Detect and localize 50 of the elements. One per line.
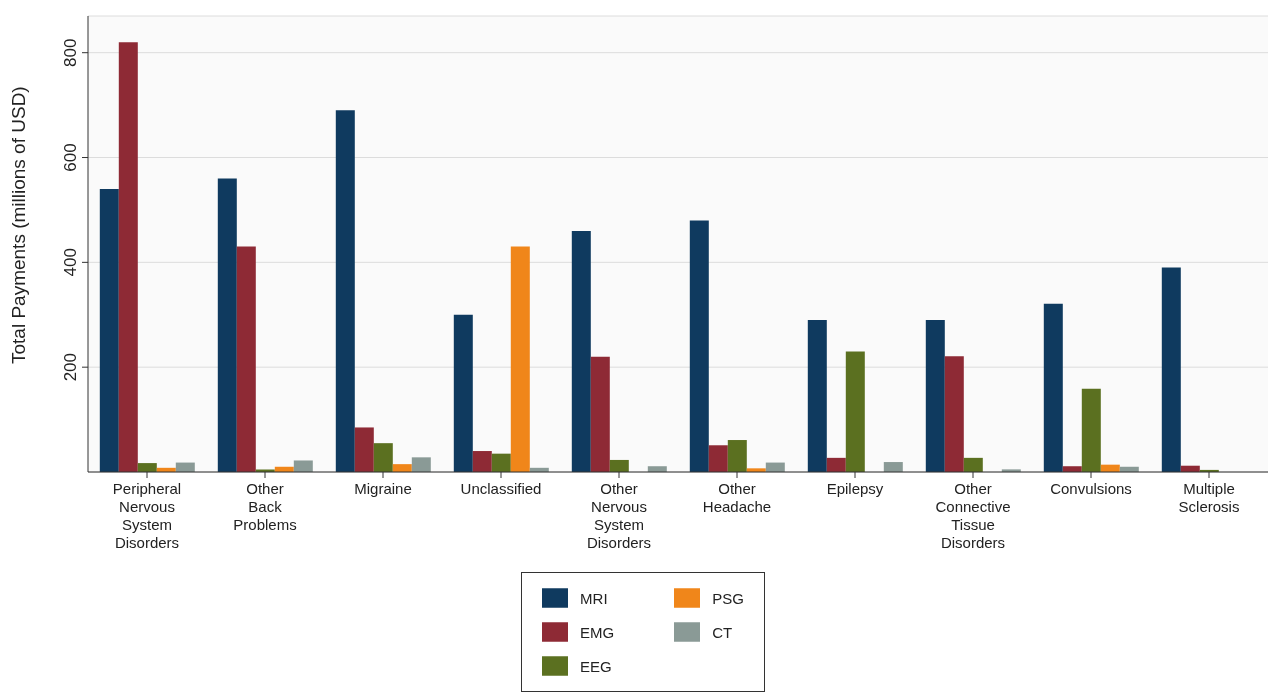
bar (411, 457, 431, 472)
y-tick-label: 600 (61, 143, 80, 172)
bar (510, 246, 530, 472)
y-tick-label: 800 (61, 38, 80, 67)
bar (453, 314, 473, 472)
bar (354, 427, 374, 472)
bar (99, 188, 119, 472)
bar (883, 462, 903, 472)
y-tick-label: 200 (61, 352, 80, 382)
bar (826, 457, 846, 472)
bar (944, 356, 964, 472)
bar (1081, 388, 1101, 472)
legend-label: CT (712, 623, 733, 641)
bar (472, 451, 492, 472)
x-tick-label: Epilepsy (826, 480, 884, 497)
x-tick-label: Unclassified (460, 480, 542, 497)
legend-label: EMG (580, 623, 615, 641)
bar (925, 320, 945, 472)
x-tick-label: Peripheral Nervous System Disorders (112, 480, 182, 551)
bar (293, 460, 313, 472)
bar (689, 220, 709, 472)
bar (571, 230, 591, 472)
bar (1161, 267, 1181, 472)
bar (236, 246, 256, 472)
bar (335, 110, 355, 472)
legend-label: EEG (580, 657, 612, 675)
x-tick-label: Multiple Sclerosis (1178, 480, 1240, 515)
bar (845, 351, 865, 472)
bar (727, 440, 747, 472)
bar (1043, 303, 1063, 472)
bar (609, 459, 629, 472)
x-tick-label: Other Headache (702, 480, 772, 515)
bar (807, 320, 827, 472)
bar (491, 453, 511, 472)
y-tick-label: 400 (61, 248, 80, 277)
bar (217, 178, 237, 472)
bar (373, 443, 393, 472)
x-tick-label: Other Connective Tissue Disorders (935, 480, 1011, 551)
x-tick-label: Other Back Problems (233, 480, 297, 533)
bar (590, 356, 610, 472)
bar (963, 457, 983, 472)
legend-label: MRI (580, 589, 608, 607)
bar (708, 445, 728, 472)
x-tick-label: Migraine (354, 480, 412, 497)
legend-label: PSG (712, 589, 744, 607)
bar (137, 463, 157, 472)
y-axis-title: Total Payments (millions of USD) (7, 86, 29, 364)
x-tick-label: Convulsions (1050, 480, 1132, 497)
bar (118, 42, 138, 472)
x-tick-label: Other Nervous System Disorders (586, 480, 652, 551)
